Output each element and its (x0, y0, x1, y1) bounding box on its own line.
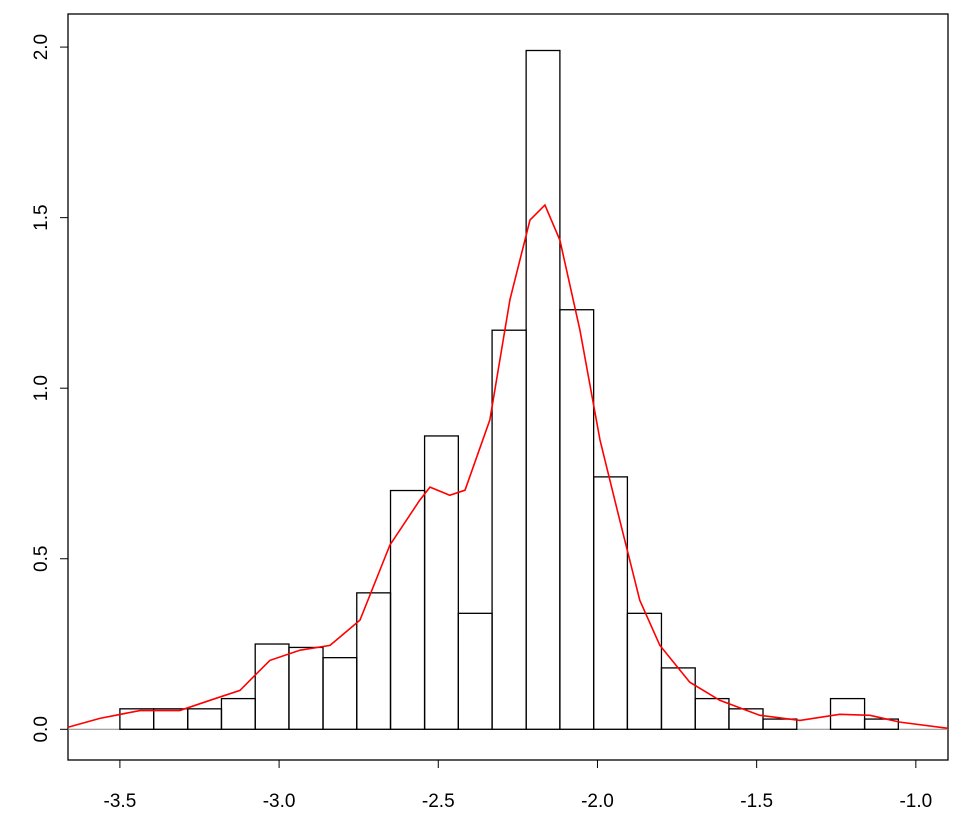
x-tick-label: -1.5 (740, 791, 773, 812)
y-tick-label: 0.5 (31, 546, 52, 572)
plot-frame (67, 13, 949, 761)
x-tick-label: -2.0 (581, 791, 614, 812)
bar (592, 476, 629, 730)
x-tick-label: -2.5 (422, 791, 455, 812)
bar (829, 697, 866, 730)
y-tick-label: 1.0 (31, 375, 52, 401)
bar (863, 718, 899, 730)
bar (559, 309, 595, 730)
bar (187, 708, 223, 730)
x-tick-label: -1.0 (899, 791, 932, 812)
bar (728, 708, 764, 730)
bar (389, 489, 426, 730)
bar (322, 657, 358, 730)
bar (525, 49, 561, 730)
bar (220, 697, 256, 730)
bar (626, 612, 663, 730)
y-tick-label: 1.5 (31, 204, 52, 230)
bar (491, 329, 527, 730)
bar (152, 708, 189, 730)
y-tick-label: 2.0 (31, 34, 52, 60)
bar (288, 646, 324, 730)
bar (423, 435, 459, 730)
bar (762, 718, 798, 730)
density-line (67, 203, 949, 730)
y-tick-label: 0.0 (31, 716, 52, 742)
bar (457, 612, 493, 730)
bar (254, 643, 290, 730)
x-tick-label: -3.5 (104, 791, 137, 812)
bar (694, 697, 730, 730)
x-tick-label: -3.0 (263, 791, 296, 812)
bar (660, 667, 696, 730)
